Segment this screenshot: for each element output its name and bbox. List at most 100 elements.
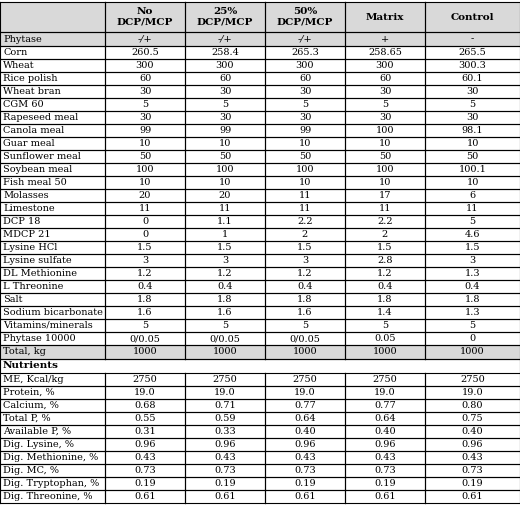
Text: 100: 100 — [296, 165, 314, 174]
Text: 20: 20 — [139, 191, 151, 200]
Text: 5: 5 — [470, 217, 476, 226]
Text: 5: 5 — [470, 321, 476, 330]
Text: 3: 3 — [302, 256, 308, 265]
Text: 0.77: 0.77 — [294, 401, 316, 410]
Text: Soybean meal: Soybean meal — [3, 165, 72, 174]
Text: Canola meal: Canola meal — [3, 126, 64, 135]
Text: 300: 300 — [376, 61, 394, 70]
Text: 1000: 1000 — [293, 348, 317, 357]
Text: 0.73: 0.73 — [134, 466, 156, 475]
Text: DCP 18: DCP 18 — [3, 217, 41, 226]
Text: 10: 10 — [299, 178, 311, 187]
Text: Sunflower meal: Sunflower meal — [3, 152, 81, 161]
Text: 100: 100 — [216, 165, 234, 174]
Text: 1.8: 1.8 — [377, 295, 393, 304]
Text: 2750: 2750 — [293, 375, 317, 384]
Text: 0.19: 0.19 — [134, 479, 156, 488]
Text: 10: 10 — [379, 178, 391, 187]
Text: Nutrients: Nutrients — [3, 362, 59, 371]
Text: 5: 5 — [142, 100, 148, 109]
Text: 99: 99 — [139, 126, 151, 135]
Text: +: + — [381, 34, 389, 44]
Text: 0.40: 0.40 — [462, 427, 483, 436]
Text: 30: 30 — [466, 87, 479, 96]
Text: 50: 50 — [219, 152, 231, 161]
Text: 60: 60 — [219, 74, 231, 83]
Text: 11: 11 — [299, 191, 311, 200]
Text: 1000: 1000 — [373, 348, 397, 357]
Bar — [425, 32, 520, 46]
Text: Phytase: Phytase — [3, 34, 42, 44]
Text: 265.3: 265.3 — [291, 48, 319, 57]
Text: 0.61: 0.61 — [374, 492, 396, 501]
Text: Dig. Methionine, %: Dig. Methionine, % — [3, 453, 98, 462]
Text: 0.4: 0.4 — [137, 282, 153, 291]
Text: 50: 50 — [466, 152, 478, 161]
Text: 6: 6 — [470, 191, 476, 200]
Text: 0.73: 0.73 — [374, 466, 396, 475]
Text: Lysine sulfate: Lysine sulfate — [3, 256, 72, 265]
Text: 0.73: 0.73 — [214, 466, 236, 475]
Text: 1.5: 1.5 — [377, 243, 393, 252]
Text: Guar meal: Guar meal — [3, 139, 55, 148]
Text: 1.2: 1.2 — [217, 269, 233, 278]
Text: 3: 3 — [222, 256, 228, 265]
Text: 50: 50 — [299, 152, 311, 161]
Text: 4.6: 4.6 — [465, 230, 480, 239]
Bar — [185, 2, 265, 32]
Text: 0.96: 0.96 — [294, 440, 316, 449]
Text: Dig. Tryptophan, %: Dig. Tryptophan, % — [3, 479, 99, 488]
Text: 300: 300 — [296, 61, 314, 70]
Text: 0.73: 0.73 — [294, 466, 316, 475]
Text: 2750: 2750 — [133, 375, 158, 384]
Text: 0.68: 0.68 — [134, 401, 156, 410]
Text: -/+: -/+ — [138, 34, 152, 44]
Text: 30: 30 — [139, 113, 151, 122]
Text: 1.5: 1.5 — [465, 243, 480, 252]
Text: 19.0: 19.0 — [294, 388, 316, 397]
Text: 0.43: 0.43 — [214, 453, 236, 462]
Bar — [185, 345, 265, 359]
Text: 1: 1 — [222, 230, 228, 239]
Text: 11: 11 — [379, 204, 391, 213]
Text: Matrix: Matrix — [366, 12, 404, 21]
Text: Vitamins/minerals: Vitamins/minerals — [3, 321, 93, 330]
Text: 19.0: 19.0 — [134, 388, 156, 397]
Text: 19.0: 19.0 — [214, 388, 236, 397]
Text: 1.8: 1.8 — [465, 295, 480, 304]
Text: 98.1: 98.1 — [462, 126, 483, 135]
Text: 1.5: 1.5 — [217, 243, 233, 252]
Text: -: - — [471, 34, 474, 44]
Bar — [185, 32, 265, 46]
Text: 0.77: 0.77 — [374, 401, 396, 410]
Text: 1.6: 1.6 — [297, 308, 313, 317]
Text: Protein, %: Protein, % — [3, 388, 55, 397]
Text: 265.5: 265.5 — [459, 48, 486, 57]
Text: 1000: 1000 — [133, 348, 158, 357]
Text: Dig. MC, %: Dig. MC, % — [3, 466, 59, 475]
Text: 260.5: 260.5 — [131, 48, 159, 57]
Bar — [265, 345, 345, 359]
Text: 10: 10 — [466, 139, 479, 148]
Text: 0: 0 — [142, 230, 148, 239]
Bar — [0, 345, 105, 359]
Text: 0.71: 0.71 — [214, 401, 236, 410]
Text: 100: 100 — [376, 126, 394, 135]
Text: 0.64: 0.64 — [294, 414, 316, 423]
Text: 0.05: 0.05 — [374, 334, 396, 343]
Text: 0.96: 0.96 — [374, 440, 396, 449]
Text: Fish meal 50: Fish meal 50 — [3, 178, 67, 187]
Text: Dig. Threonine, %: Dig. Threonine, % — [3, 492, 93, 501]
Text: 1.1: 1.1 — [217, 217, 233, 226]
Text: 0.4: 0.4 — [377, 282, 393, 291]
Bar — [345, 345, 425, 359]
Text: 30: 30 — [466, 113, 479, 122]
Text: 0/0.05: 0/0.05 — [290, 334, 320, 343]
Bar — [105, 345, 185, 359]
Text: DL Methionine: DL Methionine — [3, 269, 77, 278]
Text: 2750: 2750 — [373, 375, 397, 384]
Text: 10: 10 — [139, 139, 151, 148]
Text: 5: 5 — [382, 321, 388, 330]
Bar — [425, 2, 520, 32]
Text: 1000: 1000 — [213, 348, 237, 357]
